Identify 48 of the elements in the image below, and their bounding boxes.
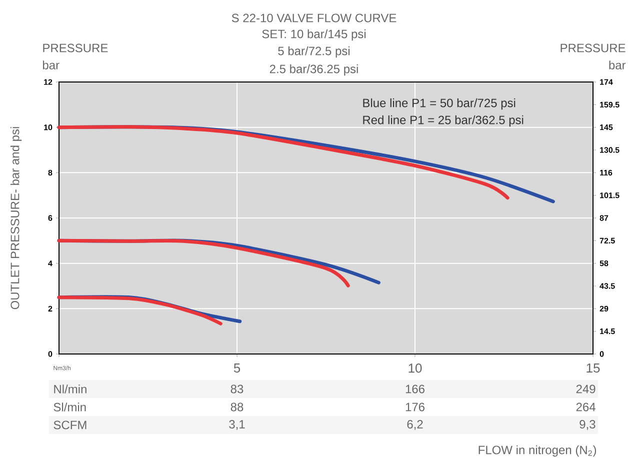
y2-tick-label: 130.5	[600, 147, 620, 153]
text: 249	[576, 384, 596, 394]
y2-tick-label: 0	[600, 351, 604, 357]
x-tick-label: 5	[234, 364, 240, 373]
chart-subtitle: SET: 10 bar/145 psi	[262, 29, 366, 41]
x-tick-label: 10	[408, 364, 422, 373]
y2-tick-label: 87	[600, 215, 608, 221]
y2-tick-label: 14.5	[600, 328, 615, 334]
annotation: Red line P1 = 25 bar/362.5 psi	[363, 115, 524, 127]
line-series	[57, 296, 222, 326]
y2-tick-label: 101.5	[600, 192, 620, 198]
text: 6,2	[407, 420, 423, 430]
text: 176	[406, 402, 424, 412]
text: bar	[42, 60, 60, 70]
y2-tick-label: 145	[600, 124, 613, 130]
y-tick-label: 2	[48, 306, 52, 312]
x-tick-label: 15	[586, 364, 600, 373]
y-axis-title: OUTLET PRESSURE- bar and psi	[10, 127, 22, 310]
text: 3,1	[229, 420, 245, 430]
y2-tick-label: 116	[600, 170, 612, 176]
text: Nl/min	[54, 384, 86, 394]
text: 5 bar/72.5 psi	[278, 46, 350, 58]
text: bar	[609, 60, 626, 70]
text: PRESSURE	[560, 44, 626, 52]
text: PRESSURE	[43, 44, 108, 52]
y-tick-label: 10	[44, 124, 52, 130]
text: 83	[230, 384, 244, 394]
y2-tick-label: 72.5	[600, 238, 615, 244]
y-tick-label: 6	[48, 215, 52, 221]
text: 9,3	[580, 420, 596, 430]
y2-tick-label: 159.5	[600, 102, 620, 108]
y2-tick-label: 43.5	[600, 283, 615, 289]
text: SCFM	[54, 420, 86, 430]
y-tick-label: 0	[48, 351, 52, 357]
text: FLOW in nitrogen (N$_{2}$)	[478, 445, 596, 457]
y2-tick-label: 58	[600, 260, 608, 266]
annotation: Blue line P1 = 50 bar/725 psi	[363, 98, 516, 110]
y-tick-label: 8	[48, 170, 52, 176]
text: 166	[406, 384, 424, 394]
text: 2.5 bar/36.25 psi	[270, 64, 358, 76]
text: 88	[230, 402, 244, 412]
y2-tick-label: 29	[600, 306, 608, 312]
chart-title: S 22-10 VALVE FLOW CURVE	[232, 14, 396, 22]
text: 264	[576, 402, 596, 412]
y-tick-label: 12	[44, 79, 52, 85]
y2-tick-label: 174	[600, 79, 613, 85]
text: Sl/min	[54, 402, 86, 412]
y-tick-label: 4	[48, 260, 52, 266]
